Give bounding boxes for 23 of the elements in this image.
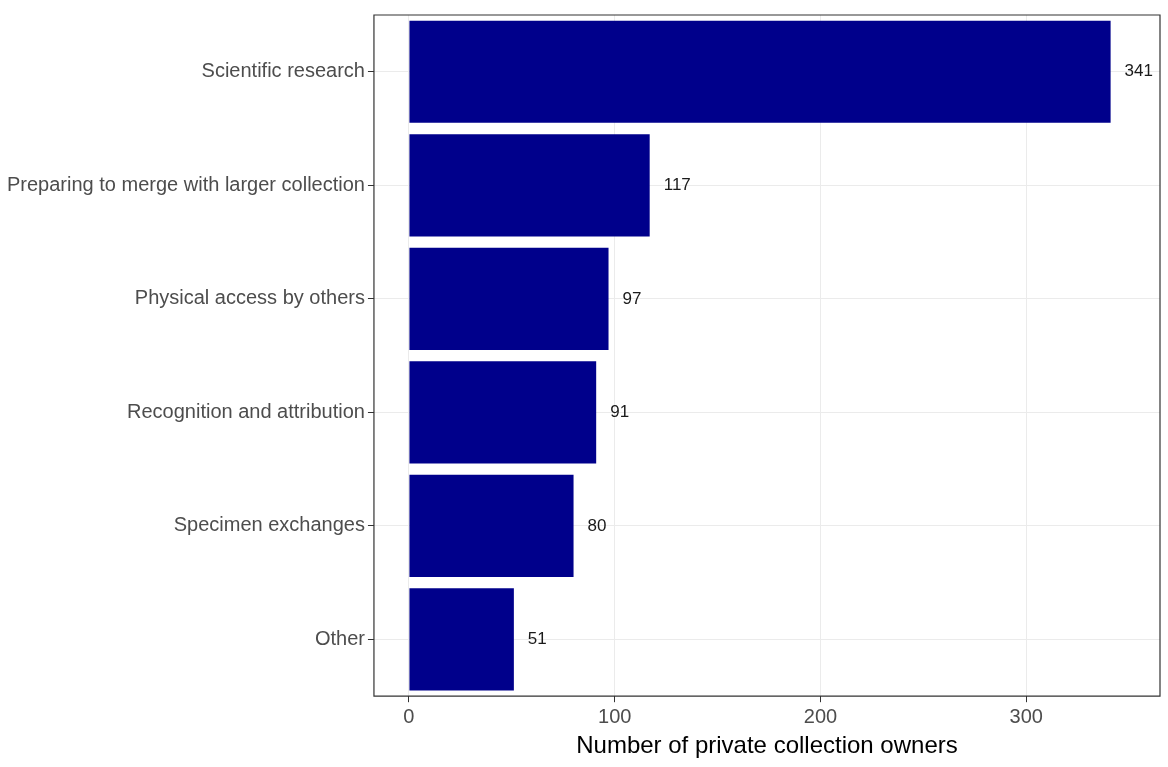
y-tick-label: Recognition and attribution [127,399,365,422]
y-tick-label: Other [314,626,366,649]
bar [409,588,514,691]
bar [409,474,574,577]
data-label: 97 [622,288,642,308]
data-label: 51 [527,629,547,649]
bar [409,134,650,237]
x-tick-label: 300 [1009,704,1043,727]
bar [409,247,609,350]
y-tick-label: Specimen exchanges [173,513,365,536]
y-tick-label: Scientific research [201,59,365,82]
y-tick-label: Physical access by others [134,286,365,309]
data-label: 117 [663,174,691,194]
x-tick-label: 100 [598,704,632,727]
data-label: 91 [610,402,630,422]
bar [409,361,597,464]
bar [409,20,1111,123]
x-axis-title: Number of private collection owners [576,731,958,759]
x-tick-label: 0 [403,704,415,727]
x-tick-label: 200 [803,704,838,727]
y-tick-label: Preparing to merge with larger collection [7,172,365,195]
data-label: 80 [587,515,607,535]
data-label: 341 [1124,61,1153,81]
